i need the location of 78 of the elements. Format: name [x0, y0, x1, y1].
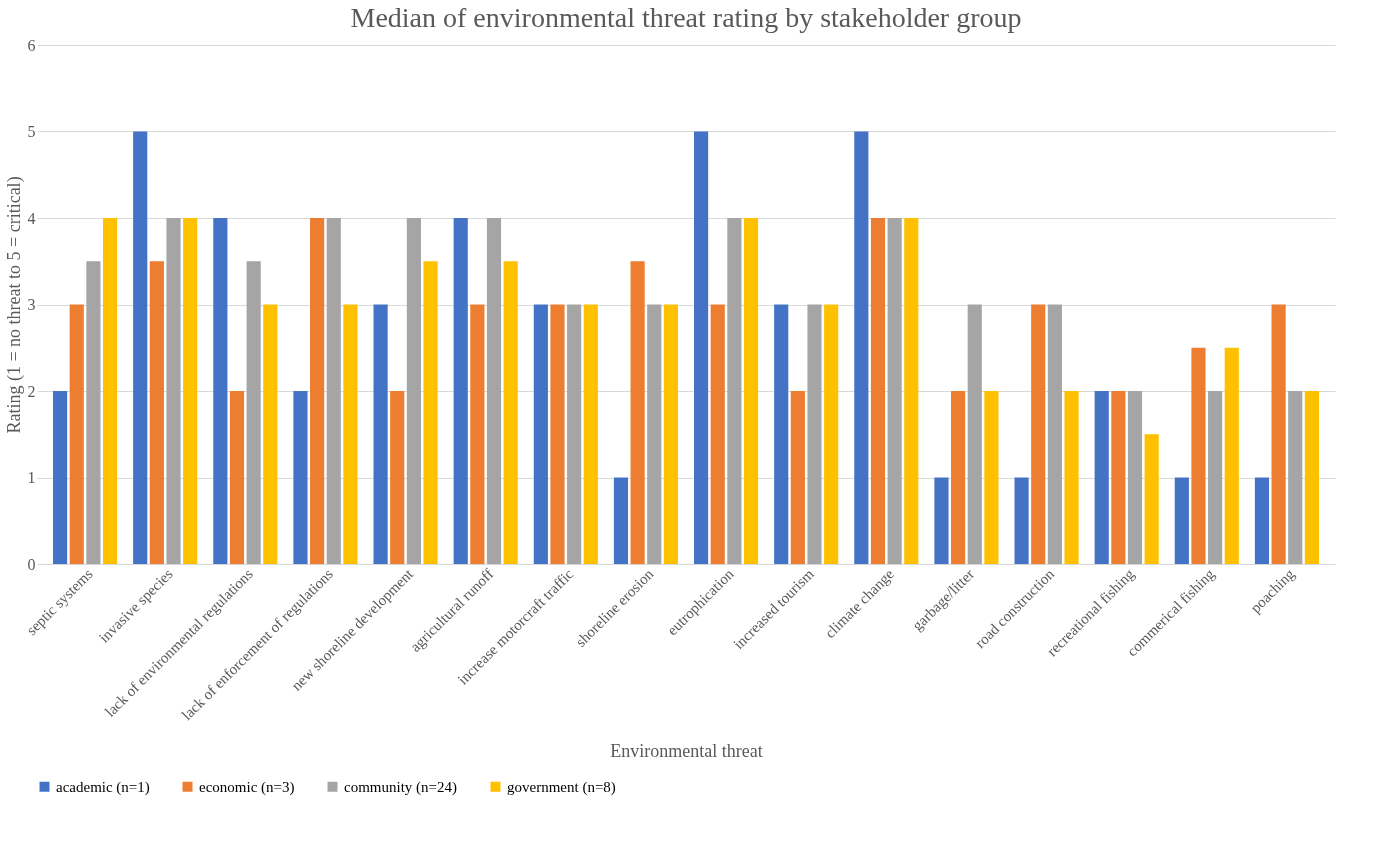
- bar: [406, 218, 421, 564]
- bar: [390, 391, 405, 564]
- bar: [1031, 304, 1046, 564]
- bar: [710, 304, 725, 564]
- y-tick-label: 2: [27, 382, 36, 400]
- x-axis-title: Environmental threat: [610, 741, 763, 762]
- bar: [470, 304, 485, 564]
- bar: [1047, 304, 1062, 564]
- y-tick-label: 0: [27, 555, 36, 573]
- y-tick-label: 1: [27, 469, 36, 486]
- bar: [583, 304, 598, 564]
- bar: [824, 304, 839, 564]
- y-tick-label: 5: [27, 123, 36, 140]
- bar: [533, 304, 548, 564]
- bar: [373, 304, 388, 564]
- chart-title: Median of environmental threat rating by stakeholder group: [350, 2, 1022, 33]
- bar: [727, 218, 742, 564]
- bar: [293, 391, 308, 564]
- bar: [503, 261, 518, 564]
- bar: [310, 218, 325, 564]
- bar: [951, 391, 966, 564]
- bar: [854, 131, 869, 564]
- legend-label: community (n=24): [344, 778, 458, 796]
- bar: [1111, 391, 1126, 564]
- bar: [743, 218, 759, 564]
- bar: [1304, 391, 1319, 564]
- bar: [343, 304, 358, 564]
- y-tick-label: 6: [27, 36, 36, 54]
- bar: [1254, 477, 1270, 564]
- bar: [663, 304, 678, 564]
- bar: [630, 261, 645, 564]
- bar: [149, 261, 164, 564]
- bar: [1271, 304, 1286, 564]
- bar: [1014, 477, 1029, 564]
- bar: [102, 218, 118, 564]
- bar: [1288, 391, 1303, 564]
- bar: [967, 304, 982, 564]
- bar: [870, 218, 886, 564]
- bar: [887, 218, 902, 564]
- bar: [934, 477, 949, 564]
- bar: [86, 261, 101, 564]
- y-tick-label: 4: [27, 209, 36, 227]
- bar: [326, 218, 341, 564]
- bar: [53, 391, 68, 564]
- bar: [486, 218, 502, 564]
- bar: [1064, 391, 1079, 564]
- bar: [453, 218, 468, 564]
- bar: [1144, 434, 1159, 564]
- bar: [807, 304, 822, 564]
- bar: [774, 304, 789, 564]
- bar: [1127, 391, 1143, 564]
- bar: [550, 304, 565, 564]
- bar: [166, 218, 181, 564]
- y-tick-label: 3: [27, 296, 36, 313]
- bar: [1174, 477, 1189, 564]
- bar: [790, 391, 805, 564]
- bar: [1191, 347, 1206, 564]
- bar: [904, 218, 919, 564]
- y-axis-title: Rating (1 = no threat to 5 = critical): [3, 176, 25, 434]
- bar: [1224, 347, 1239, 564]
- legend-label: academic (n=1): [56, 778, 150, 796]
- bar: [694, 131, 709, 564]
- bar: [984, 391, 999, 564]
- bar: [133, 131, 148, 564]
- bar: [567, 304, 582, 564]
- bar: [246, 261, 261, 564]
- bar: [69, 304, 84, 564]
- bar: [183, 218, 198, 564]
- bar: [647, 304, 662, 564]
- bar: [263, 304, 278, 564]
- legend-label: economic (n=3): [199, 778, 295, 796]
- bar: [423, 261, 438, 564]
- legend-label: government (n=8): [507, 778, 616, 796]
- bar: [213, 218, 228, 564]
- bar: [1208, 391, 1223, 564]
- bar: [229, 391, 245, 564]
- bar: [613, 477, 629, 564]
- bar: [1094, 391, 1109, 564]
